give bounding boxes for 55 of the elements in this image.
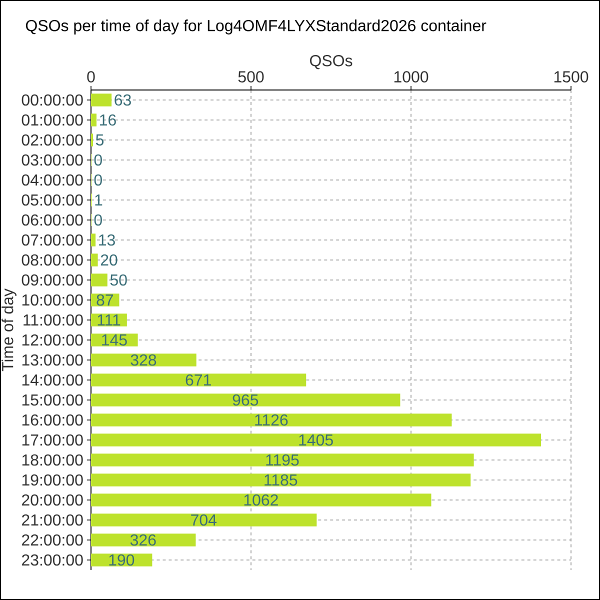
y-tick-label: 17:00:00 — [22, 434, 83, 446]
data-label: 671 — [186, 374, 211, 386]
data-label: 145 — [102, 334, 127, 346]
y-tick-label: 23:00:00 — [22, 554, 83, 566]
x-tick-label: 1500 — [554, 71, 588, 82]
y-axis-title: Time of day — [2, 288, 16, 372]
y-tick-label: 10:00:00 — [22, 294, 83, 306]
y-tick-label: 07:00:00 — [22, 234, 83, 246]
x-tick-label: 500 — [238, 71, 264, 82]
y-tick-label: 16:00:00 — [22, 414, 83, 426]
data-label: 5 — [96, 134, 104, 146]
data-label: 1195 — [266, 454, 299, 466]
x-tick-label: 0 — [87, 71, 95, 82]
y-tick-label: 02:00:00 — [22, 134, 83, 146]
y-tick-label: 05:00:00 — [22, 194, 83, 206]
y-tick-label: 18:00:00 — [22, 454, 83, 466]
data-label: 190 — [109, 554, 134, 566]
y-tick-label: 22:00:00 — [22, 534, 83, 546]
data-label: 965 — [232, 394, 258, 406]
x-axis-title: QSOs — [310, 55, 352, 70]
chart-title: QSOs per time of day for Log4OMF4LYXStandard2026 container — [26, 20, 486, 34]
y-tick-label: 19:00:00 — [22, 474, 83, 486]
data-label: 50 — [110, 274, 127, 286]
y-tick-label: 04:00:00 — [22, 174, 83, 186]
data-label: 20 — [100, 254, 118, 266]
y-tick-label: 15:00:00 — [22, 394, 83, 406]
y-tick-label: 12:00:00 — [22, 334, 83, 346]
data-label: 1 — [95, 194, 102, 206]
y-tick-label: 21:00:00 — [22, 514, 83, 526]
y-tick-label: 08:00:00 — [22, 254, 83, 266]
y-tick-label: 06:00:00 — [22, 214, 83, 226]
data-label: 1185 — [264, 474, 298, 486]
data-label: 1126 — [255, 414, 288, 426]
data-label: 111 — [98, 314, 120, 326]
data-label: 1062 — [244, 494, 278, 506]
y-tick-label: 11:00:00 — [24, 314, 83, 326]
y-tick-label: 09:00:00 — [22, 274, 83, 286]
y-tick-label: 14:00:00 — [22, 374, 83, 386]
y-tick-label: 13:00:00 — [22, 354, 83, 366]
data-label: 704 — [191, 514, 217, 526]
y-tick-label: 20:00:00 — [22, 494, 83, 506]
data-label: 326 — [130, 534, 156, 546]
data-label: 0 — [94, 214, 102, 226]
data-label: 328 — [130, 354, 156, 366]
y-tick-label: 00:00:00 — [22, 94, 83, 106]
data-label: 16 — [100, 114, 116, 126]
data-label: 0 — [94, 154, 102, 166]
data-label: 87 — [96, 294, 114, 306]
data-label: 13 — [99, 234, 115, 246]
data-label: 0 — [94, 174, 102, 186]
data-label: 63 — [114, 94, 131, 106]
y-tick-label: 01:00:00 — [22, 114, 83, 126]
x-tick-label: 1000 — [394, 71, 428, 82]
y-tick-label: 03:00:00 — [22, 154, 83, 166]
data-label: 1405 — [299, 434, 333, 446]
